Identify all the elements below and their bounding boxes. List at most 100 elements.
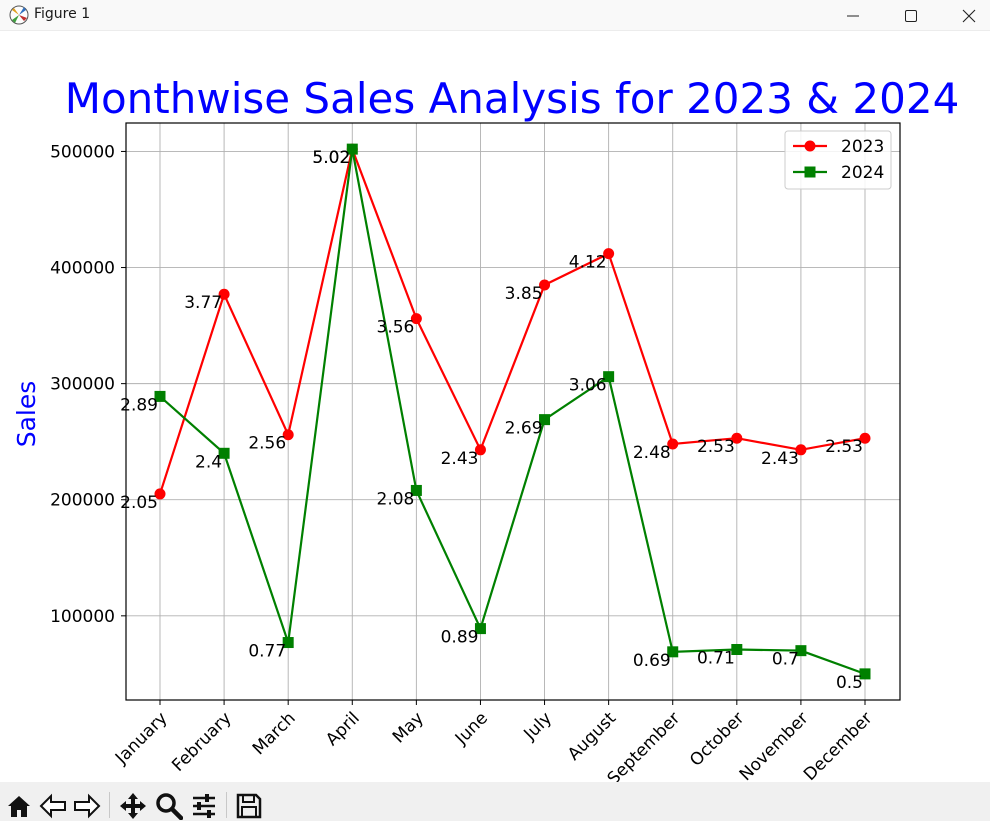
data-label-2023-november: 2.43 <box>761 449 799 469</box>
data-labels: 2.05 3.77 2.56 5.02 3.56 2.43 3.85 4.12 2.48 2.53… <box>120 148 863 693</box>
marker-2024-july <box>539 414 551 426</box>
data-label-2023-august: 4.12 <box>569 253 607 273</box>
data-label-2023-september: 2.48 <box>633 443 671 463</box>
marker-2024-april <box>346 143 358 155</box>
marker-2023-may <box>410 313 422 325</box>
marker-2024-november <box>795 645 807 657</box>
marker-2023-july <box>539 279 551 291</box>
line-chart: 2.05 3.77 2.56 5.02 3.56 2.43 3.85 4.12 2.48 2.53… <box>12 74 960 782</box>
x-tick-label: May <box>389 708 428 747</box>
figure-canvas: 2.05 3.77 2.56 5.02 3.56 2.43 3.85 4.12 2.48 2.53… <box>0 31 990 782</box>
marker-2023-december <box>859 432 871 444</box>
save-icon <box>236 793 262 819</box>
back-arrow-icon <box>39 793 66 819</box>
marker-2023-february <box>218 288 230 300</box>
marker-2024-october <box>731 643 743 655</box>
data-label-2024-august: 3.06 <box>569 376 607 396</box>
matplotlib-app-icon <box>8 4 30 26</box>
legend-label-2023: 2023 <box>841 137 884 157</box>
marker-2023-january <box>154 488 166 500</box>
marker-2023-march <box>282 429 294 441</box>
configure-subplots-icon <box>193 794 215 818</box>
navigation-toolbar <box>0 782 990 821</box>
data-label-2023-april: 5.02 <box>312 148 350 168</box>
y-axis-label: Sales <box>12 381 41 448</box>
grid <box>126 123 900 700</box>
marker-2023-october <box>731 432 743 444</box>
data-label-2023-october: 2.53 <box>697 437 735 457</box>
x-tick-label: August <box>564 708 620 764</box>
zoom-icon <box>156 793 183 820</box>
axes-frame <box>125 122 901 701</box>
data-label-2024-may: 2.08 <box>377 489 415 509</box>
y-tick-label: 400000 <box>50 259 115 279</box>
data-label-2023-january: 2.05 <box>120 493 158 513</box>
forward-arrow-icon <box>74 793 101 819</box>
data-label-2023-july: 3.85 <box>505 284 543 304</box>
marker-2023-november <box>795 444 807 456</box>
marker-2024-september <box>667 646 679 658</box>
x-tick-label: December <box>800 708 876 782</box>
marker-2024-june <box>474 623 486 635</box>
marker-2023-june <box>474 444 486 456</box>
marker-2024-march <box>282 637 294 649</box>
legend-label-2024: 2024 <box>841 163 884 183</box>
x-tick-label: June <box>451 708 492 749</box>
x-tick-label: March <box>249 708 300 759</box>
data-label-2023-december: 2.53 <box>825 437 863 457</box>
series-line-2023 <box>158 145 866 495</box>
data-label-2024-february: 2.4 <box>195 452 222 472</box>
x-tick-label: October <box>686 708 748 770</box>
back-button[interactable] <box>38 791 68 821</box>
configure-subplots-button[interactable] <box>189 791 219 821</box>
marker-2024-december <box>859 668 871 680</box>
data-label-2024-september: 0.69 <box>633 651 671 671</box>
chart-title: Monthwise Sales Analysis for 2023 & 2024 <box>65 74 960 123</box>
data-label-2023-march: 2.56 <box>248 434 286 454</box>
legend-marker-2023 <box>804 140 816 152</box>
y-tick-label: 200000 <box>50 491 115 511</box>
y-tick-label: 100000 <box>50 607 115 627</box>
data-label-2024-november: 0.7 <box>772 650 799 670</box>
legend-marker-2024 <box>804 166 816 178</box>
legend[interactable]: 2023 2024 <box>784 130 892 190</box>
minimize-button[interactable] <box>824 0 882 31</box>
data-label-2024-june: 0.89 <box>441 628 479 648</box>
data-label-2024-january: 2.89 <box>120 395 158 415</box>
data-label-2023-june: 2.43 <box>441 449 479 469</box>
y-tick-label: 500000 <box>50 142 115 162</box>
data-label-2024-july: 2.69 <box>505 419 543 439</box>
forward-button[interactable] <box>72 791 102 821</box>
data-label-2024-october: 0.71 <box>697 648 735 668</box>
window-titlebar: Figure 1 <box>0 0 990 31</box>
marker-2024-may <box>410 484 422 496</box>
pan-button[interactable] <box>118 791 148 821</box>
data-label-2024-december: 0.5 <box>836 673 863 693</box>
close-button[interactable] <box>940 0 990 31</box>
x-tick-label: July <box>520 708 556 744</box>
pan-icon <box>120 793 146 819</box>
toolbar-separator <box>226 792 227 818</box>
data-label-2023-may: 3.56 <box>377 318 415 338</box>
y-tick-label: 300000 <box>50 375 115 395</box>
marker-2024-august <box>603 371 615 383</box>
marker-2023-september <box>667 438 679 450</box>
home-button[interactable] <box>4 791 34 821</box>
home-icon <box>8 796 30 817</box>
maximize-button[interactable] <box>882 0 940 31</box>
minimize-icon <box>847 15 859 16</box>
x-tick-label: February <box>168 708 235 775</box>
maximize-icon <box>905 9 917 22</box>
marker-2024-january <box>154 390 166 402</box>
data-label-2023-february: 3.77 <box>184 293 222 313</box>
x-tick-label: January <box>111 708 171 768</box>
toolbar-separator <box>109 792 110 818</box>
marker-2024-february <box>218 447 230 459</box>
zoom-button[interactable] <box>154 791 184 821</box>
data-label-2024-april: 5.02 <box>312 148 350 168</box>
marker-2023-august <box>603 248 615 260</box>
x-tick-label: April <box>322 708 364 750</box>
data-label-2024-march: 0.77 <box>248 642 286 662</box>
save-button[interactable] <box>234 791 264 821</box>
